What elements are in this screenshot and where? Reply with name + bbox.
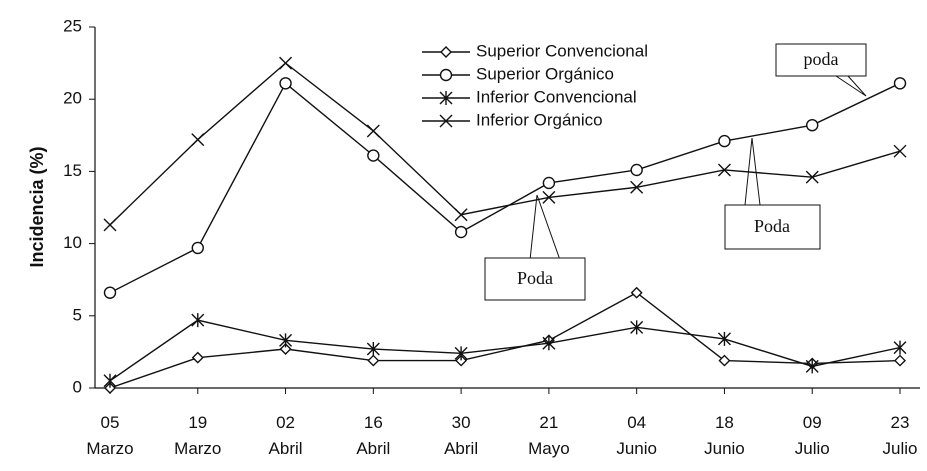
marker: [279, 77, 292, 90]
marker: [103, 218, 117, 232]
y-tick-label: 10: [63, 233, 82, 252]
marker: [805, 359, 819, 374]
y-tick-label: 5: [73, 305, 82, 324]
x-tick-label: 02 Abril: [269, 413, 303, 458]
callout: poda: [775, 43, 867, 97]
callout-pointer: [529, 194, 561, 261]
marker: [630, 163, 643, 177]
x-tick-label: 21 Mayo: [528, 413, 570, 458]
callout-box: [484, 257, 586, 301]
marker: [717, 163, 731, 177]
marker: [191, 351, 204, 364]
callout-box: [724, 204, 821, 250]
series-line: [109, 291, 901, 389]
x-tick-label: 18 Junio: [704, 413, 745, 458]
marker: [893, 340, 907, 355]
series: [104, 286, 906, 394]
marker: [805, 170, 819, 184]
marker: [454, 346, 468, 361]
x-tick-label: 05 Marzo: [86, 413, 133, 458]
callout-pointer: [744, 137, 761, 206]
callout: Poda: [484, 194, 586, 301]
y-tick-label: 20: [63, 89, 82, 108]
callout-box: [775, 43, 867, 77]
marker: [366, 342, 380, 357]
series: [103, 77, 907, 299]
marker: [191, 241, 204, 255]
marker: [894, 354, 906, 367]
series-line: [109, 62, 901, 226]
series-line: [109, 319, 901, 382]
x-tick-label: 30 Abril: [444, 413, 478, 458]
marker: [103, 373, 117, 388]
marker: [191, 313, 205, 328]
annotation: Poda: [517, 268, 553, 288]
marker: [191, 133, 205, 147]
legend-label: Superior Orgánico: [476, 64, 614, 83]
marker: [104, 382, 116, 394]
marker: [439, 68, 453, 82]
marker: [806, 118, 819, 132]
y-tick-label: 15: [63, 161, 82, 180]
y-tick-label: 25: [63, 16, 82, 35]
callout-pointer: [835, 75, 867, 97]
marker: [718, 134, 731, 148]
marker: [454, 225, 468, 239]
marker: [103, 286, 117, 299]
marker: [718, 354, 731, 367]
marker: [439, 91, 453, 105]
annotation: poda: [804, 49, 839, 69]
legend-label: Inferior Convencional: [476, 87, 637, 106]
series-line: [109, 82, 901, 294]
marker: [440, 46, 452, 58]
marker: [630, 320, 644, 335]
x-tick-label: 19 Marzo: [174, 413, 221, 458]
marker: [542, 190, 556, 204]
x-tick-label: 16 Abril: [356, 413, 390, 458]
marker: [279, 333, 293, 348]
marker: [630, 286, 643, 299]
marker: [367, 354, 380, 367]
marker: [630, 180, 644, 194]
marker: [542, 176, 556, 190]
legend-label: Superior Convencional: [476, 41, 648, 60]
series: [103, 56, 907, 232]
x-tick-label: 04 Junio: [616, 413, 657, 458]
x-tick-label: 23 Julio: [883, 413, 918, 458]
y-tick-label: 0: [73, 377, 82, 396]
legend-label: Inferior Orgánico: [476, 110, 603, 129]
marker: [893, 77, 907, 90]
marker: [542, 336, 556, 351]
marker: [717, 331, 731, 346]
marker: [439, 114, 453, 128]
x-tick-label: 09 Julio: [795, 413, 830, 458]
marker: [366, 124, 380, 138]
y-axis-label: Incidencia (%): [27, 146, 47, 267]
marker: [279, 343, 292, 356]
marker: [455, 354, 468, 367]
marker: [454, 208, 468, 222]
marker: [367, 149, 380, 162]
callout: Poda: [724, 137, 821, 250]
series: [103, 313, 907, 388]
marker: [279, 56, 293, 70]
annotation: Poda: [754, 216, 790, 236]
marker: [893, 144, 907, 158]
